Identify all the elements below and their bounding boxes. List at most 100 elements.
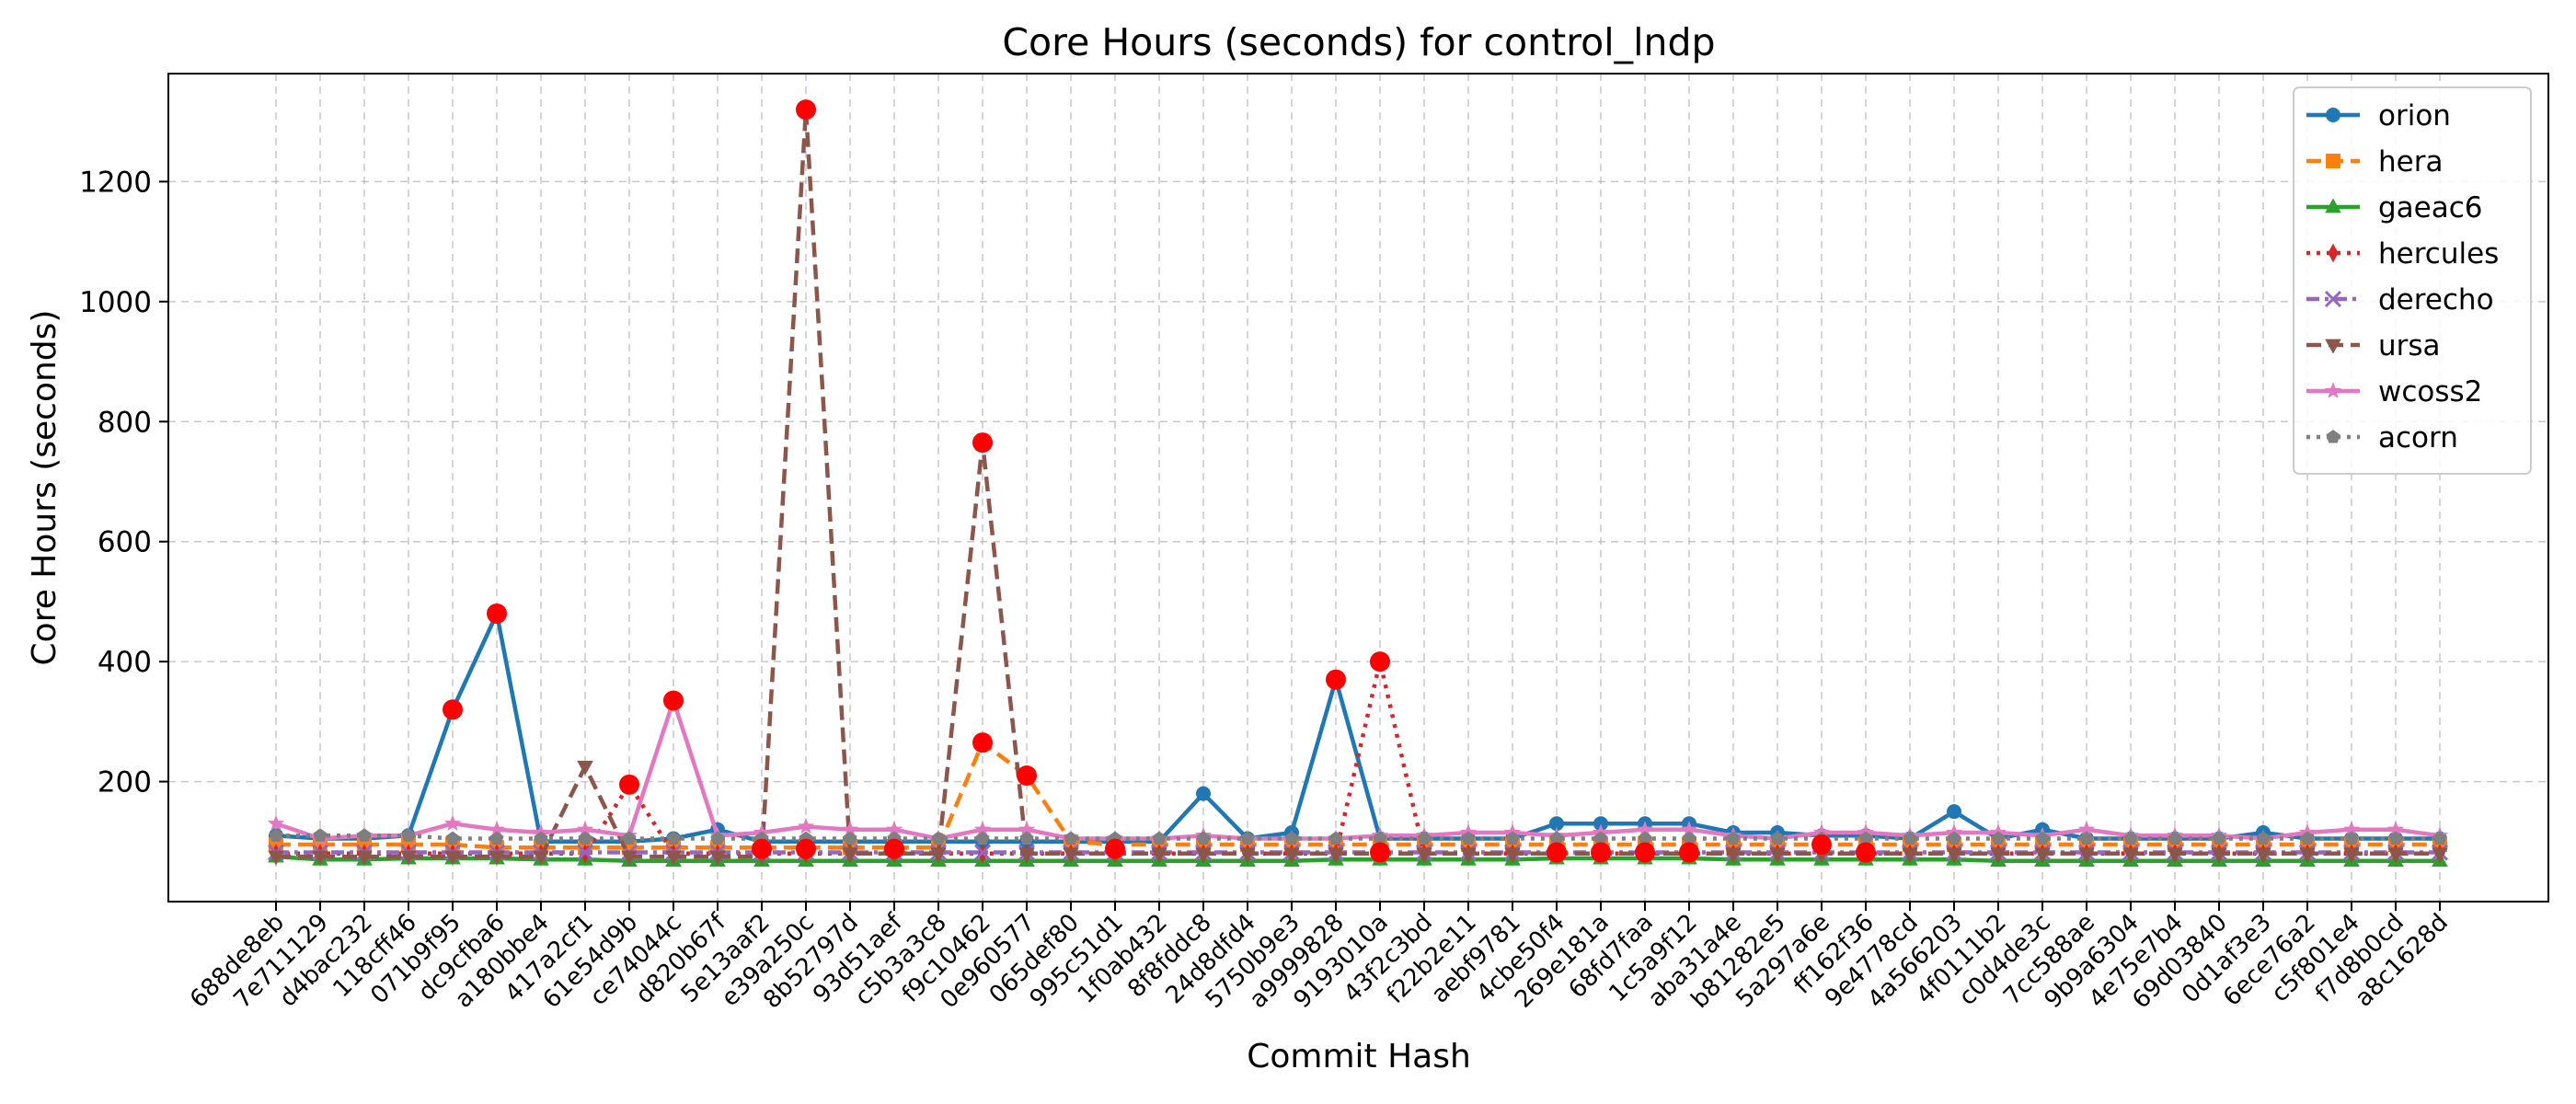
point (1196, 831, 1211, 845)
point (1725, 847, 1742, 863)
legend-label: wcoss2 (2378, 375, 2482, 408)
point (1726, 831, 1741, 845)
legend-item-wcoss2: wcoss2 (2306, 375, 2482, 408)
point (1064, 831, 1078, 845)
y-tick-label: 800 (98, 406, 152, 439)
point (2211, 847, 2227, 863)
point (2343, 847, 2360, 863)
point (2035, 831, 2050, 845)
point (1770, 831, 1785, 845)
point (1239, 847, 1256, 863)
point (2388, 831, 2403, 845)
point (534, 831, 548, 845)
point (841, 821, 859, 837)
point (400, 850, 417, 866)
point (2212, 831, 2226, 845)
point (2255, 847, 2271, 863)
series-wcoss2 (267, 691, 2449, 846)
point (709, 850, 726, 866)
series-ursa (268, 103, 2448, 866)
point (1991, 831, 2006, 845)
point (2324, 290, 2342, 308)
legend-label: ursa (2378, 329, 2441, 362)
y-tick-label: 200 (98, 766, 152, 799)
point (2034, 847, 2051, 863)
point (1283, 847, 1300, 863)
point (1151, 847, 1167, 863)
legend-label: hera (2378, 145, 2443, 178)
point (1903, 831, 1917, 845)
axes: 20040060080010001200688de8eb7e711129d4ba… (79, 166, 2454, 1014)
point (1328, 847, 1344, 863)
point (2256, 831, 2271, 845)
point (843, 831, 857, 845)
point (2299, 847, 2316, 863)
legend-item-acorn: acorn (2306, 421, 2458, 454)
point (1858, 831, 1873, 845)
highlight-point (1591, 842, 1611, 863)
point (1593, 816, 1608, 832)
point (2122, 847, 2139, 863)
point (973, 821, 992, 837)
point (1063, 847, 1079, 863)
point (313, 828, 328, 842)
point (2079, 831, 2094, 845)
point (1946, 847, 1962, 863)
legend-box (2293, 86, 2532, 475)
point (1417, 831, 1432, 845)
point (2328, 243, 2339, 263)
point (1195, 847, 1212, 863)
point (2324, 382, 2342, 398)
point (2387, 847, 2404, 863)
point (444, 850, 461, 866)
point (489, 850, 505, 866)
point (356, 850, 373, 866)
point (2326, 108, 2340, 122)
point (2386, 821, 2405, 837)
legend-item-gaeac6: gaeac6 (2306, 191, 2483, 224)
point (1504, 847, 1521, 863)
series-line-gaeac6 (275, 854, 2440, 863)
point (666, 831, 681, 845)
point (2342, 821, 2361, 837)
legend-label: hercules (2378, 237, 2499, 270)
point (1549, 831, 1564, 845)
highlight-point (1370, 651, 1390, 673)
point (710, 831, 725, 845)
highlight-point (1105, 838, 1125, 859)
legend-item-hera: hera (2306, 145, 2443, 178)
x-axis-label: Commit Hash (1247, 1038, 1471, 1075)
point (622, 831, 637, 845)
plot-frame (167, 73, 2549, 903)
point (578, 831, 592, 845)
point (1018, 821, 1036, 837)
series-line-acorn (276, 834, 2440, 841)
point (269, 828, 283, 842)
point (2300, 831, 2315, 845)
highlight-point (1811, 834, 1832, 856)
point (1947, 831, 1961, 845)
grid-lines (168, 74, 2548, 902)
point (2123, 831, 2138, 845)
point (885, 821, 903, 837)
series-line-orion (275, 611, 2440, 845)
point (445, 831, 460, 845)
highlight-point (1017, 765, 1037, 787)
point (488, 821, 506, 837)
highlight-markers (443, 99, 1876, 863)
point (1018, 847, 1035, 863)
chart-title: Core Hours (seconds) for control_lndp (1002, 20, 1715, 64)
y-tick-label: 1000 (79, 286, 152, 319)
legend-label: gaeac6 (2378, 191, 2483, 224)
point (357, 828, 372, 842)
point (1593, 831, 1608, 845)
point (1373, 831, 1387, 845)
point (576, 821, 594, 837)
point (2432, 847, 2448, 863)
highlight-point (1326, 669, 1346, 690)
highlight-point (1856, 842, 1876, 863)
point (1947, 804, 1961, 820)
point (1328, 831, 1343, 845)
point (401, 828, 416, 842)
